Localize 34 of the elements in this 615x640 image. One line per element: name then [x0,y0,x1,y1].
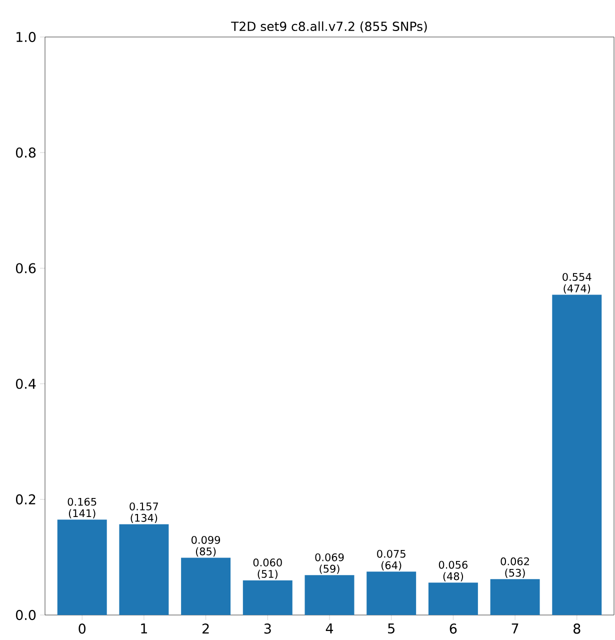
data-label: 0.165 (141) [68,498,96,518]
x-tick-label: 1 [141,624,147,634]
chart-title: T2D set9 c8.all.v7.2 (855 SNPs) [231,21,427,32]
data-label: 0.075 (64) [377,550,406,570]
x-tick-label: 4 [326,624,334,634]
bar [428,582,478,615]
y-tick-label: 0.0 [16,610,36,620]
data-label: 0.099 (85) [192,536,220,557]
y-tick-label: 1.0 [16,32,36,42]
data-label: 0.062 (53) [500,557,529,578]
y-tick-label: 0.8 [16,148,36,158]
x-tick-label: 2 [202,624,209,634]
x-tick-label: 3 [264,624,271,634]
data-label: 0.060 (51) [253,558,282,580]
data-label: 0.069 (59) [315,553,344,574]
bar [552,294,602,615]
x-tick-label: 6 [450,624,457,634]
y-tick-label: 0.2 [16,494,36,504]
bar [57,520,107,615]
x-tick-label: 8 [574,624,580,634]
y-tick-label: 0.4 [16,378,36,389]
y-tick-label: 0.6 [16,263,36,274]
bar [181,558,231,615]
data-label: 0.157 (134) [130,502,158,524]
x-tick-label: 7 [512,624,518,634]
bar [490,579,540,615]
bar [304,575,354,615]
x-tick-label: 5 [388,624,394,634]
x-tick-label: 0 [78,624,86,634]
bar [242,580,292,615]
bar [119,524,169,615]
data-label: 0.056 (48) [438,560,468,582]
data-label: 0.554 (474) [562,272,592,294]
bar [366,572,416,615]
